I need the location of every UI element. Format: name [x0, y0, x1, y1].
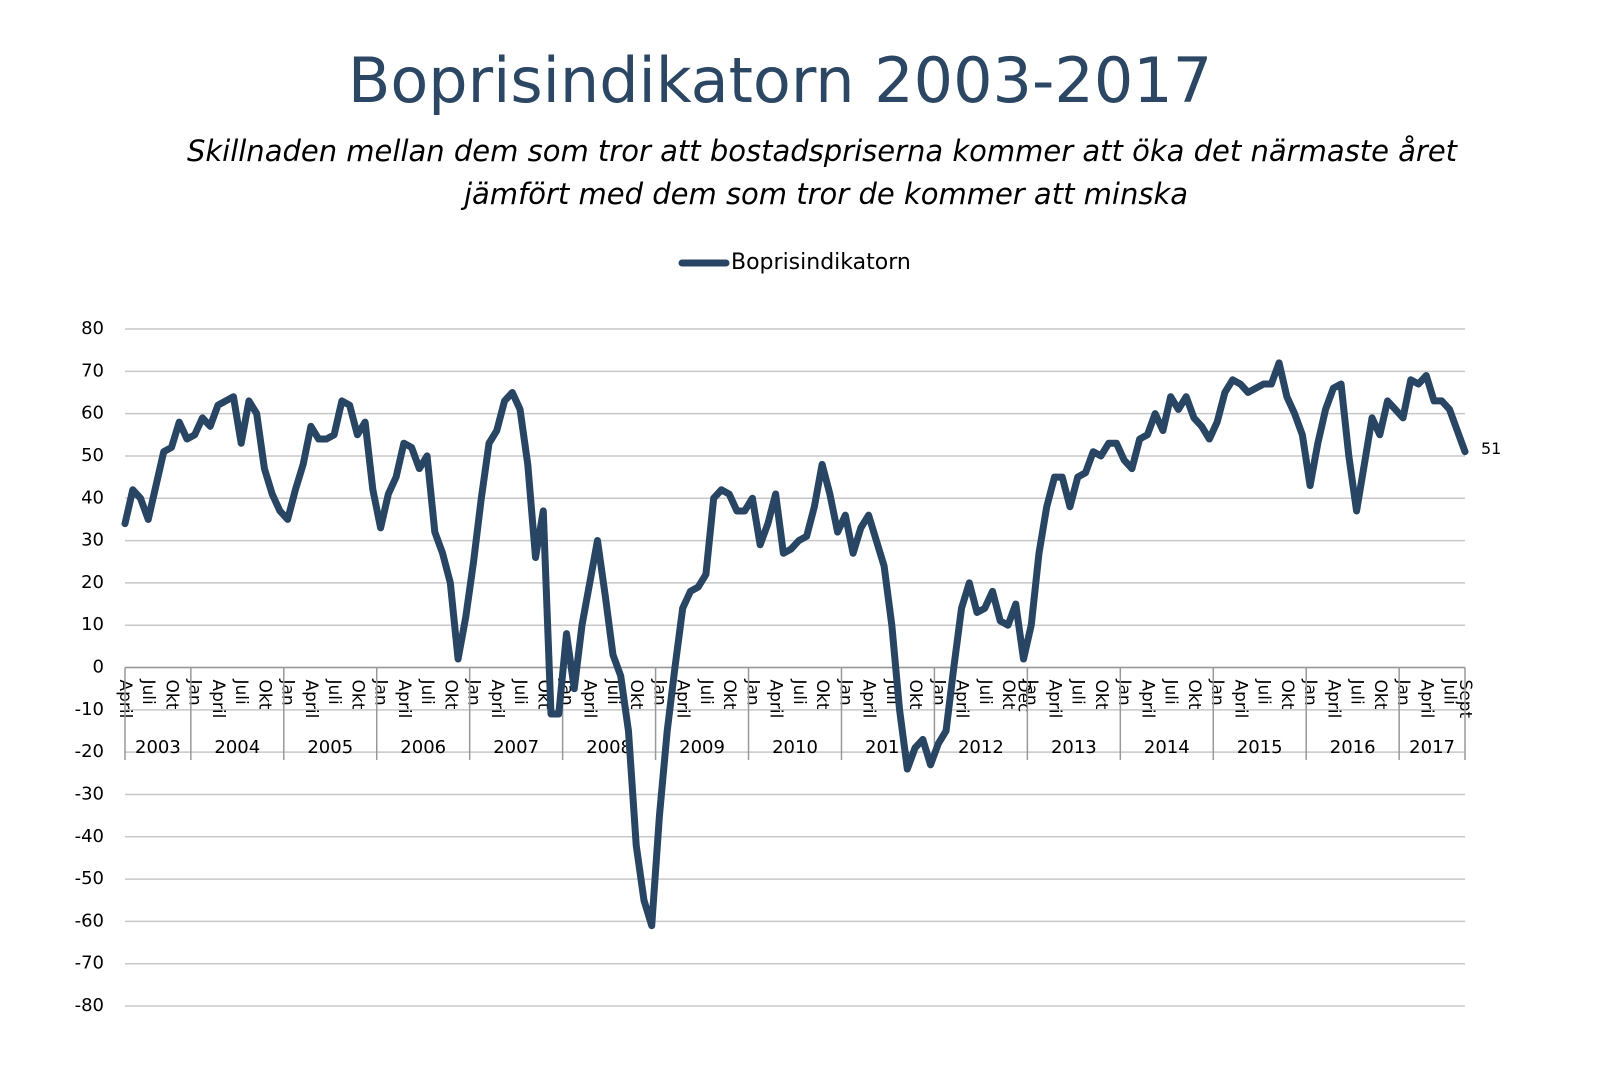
year-label: 2004: [214, 737, 260, 758]
x-tick-label: April: [673, 680, 693, 719]
x-tick-label: April: [1044, 680, 1064, 719]
y-tick-label: -50: [75, 868, 104, 889]
x-tick-label: Jan: [742, 679, 762, 706]
y-tick-label: 70: [81, 360, 104, 381]
x-tick-label: Jan: [278, 679, 298, 706]
x-tick-label: April: [487, 680, 507, 719]
x-tick-label: Juli: [1347, 679, 1367, 705]
year-label: 2003: [135, 737, 181, 758]
y-tick-label: 60: [81, 403, 104, 424]
x-tick-label: Juli: [975, 679, 995, 705]
x-tick-label: Juli: [789, 679, 809, 705]
x-tick-label: Okt: [719, 680, 739, 710]
data-line: [121, 359, 1469, 930]
x-tick-label: Jan: [1393, 679, 1413, 706]
x-tick-label: Juli: [1068, 679, 1088, 705]
year-label: 2009: [679, 737, 725, 758]
year-label: 2006: [400, 737, 446, 758]
y-tick-label: -60: [75, 910, 104, 931]
x-tick-label: Okt: [1184, 680, 1204, 710]
y-tick-label: -70: [75, 953, 104, 974]
year-label: 2007: [493, 737, 539, 758]
x-tick-label: Okt: [1091, 680, 1111, 710]
x-tick-label: Jan: [1207, 679, 1227, 706]
x-tick-label: Jan: [835, 679, 855, 706]
x-tick-label: Jan: [185, 679, 205, 706]
x-tick-label: Juli: [696, 679, 716, 705]
x-tick-label: April: [580, 680, 600, 719]
x-tick-label: Juli: [138, 679, 158, 705]
year-label: 2005: [307, 737, 353, 758]
year-label: 2017: [1409, 737, 1455, 758]
y-tick-label: 40: [81, 487, 104, 508]
x-tick-label: Okt: [905, 680, 925, 710]
x-tick-label: April: [1416, 680, 1436, 719]
y-tick-label: -80: [75, 995, 104, 1016]
x-tick-label: April: [952, 680, 972, 719]
x-tick-label: Juli: [1440, 679, 1460, 705]
x-tick-label: Okt: [347, 680, 367, 710]
year-label: 2014: [1144, 737, 1190, 758]
x-tick-label: Okt: [1370, 680, 1390, 710]
y-tick-label: -30: [75, 783, 104, 804]
x-tick-label: April: [301, 680, 321, 719]
legend-label: Boprisindikatorn: [731, 250, 911, 275]
x-tick-label: Jan: [371, 679, 391, 706]
x-tick-label: Juli: [231, 679, 251, 705]
x-tick-label: April: [766, 680, 786, 719]
x-tick-label: Okt: [254, 680, 274, 710]
year-label: 2010: [772, 737, 818, 758]
x-tick-label: Juli: [324, 679, 344, 705]
x-tick-label: Juli: [1254, 679, 1274, 705]
x-tick-label: Okt: [998, 680, 1018, 710]
x-tick-label: Dec: [1013, 680, 1033, 713]
x-tick-label: Juli: [510, 679, 530, 705]
year-label: 2008: [586, 737, 632, 758]
x-tick-label: April: [1230, 680, 1250, 719]
x-tick-label: April: [1323, 680, 1343, 719]
x-tick-label: Okt: [626, 680, 646, 710]
x-tick-label: Jan: [1300, 679, 1320, 706]
x-tick-label: Jan: [1021, 679, 1041, 706]
y-tick-label: 20: [81, 572, 104, 593]
year-label: 2013: [1051, 737, 1097, 758]
y-tick-label: 50: [81, 445, 104, 466]
y-tick-label: 0: [93, 657, 104, 678]
x-tick-label: April: [859, 680, 879, 719]
x-tick-label: April: [1137, 680, 1157, 719]
end-value-label: 51: [1481, 439, 1501, 458]
chart-subtitle: jämfört med dem som tror de kommer att m…: [460, 177, 1188, 211]
x-tick-label: Jan: [928, 679, 948, 706]
year-label: 2016: [1330, 737, 1376, 758]
y-tick-label: 80: [81, 318, 104, 339]
chart-title: Boprisindikatorn 2003-2017: [348, 44, 1212, 117]
x-tick-label: Okt: [1277, 680, 1297, 710]
chart-subtitle: Skillnaden mellan dem som tror att bosta…: [187, 134, 1459, 168]
y-tick-label: -10: [75, 699, 104, 720]
year-label: 2011: [865, 737, 911, 758]
x-tick-label: Juli: [1161, 679, 1181, 705]
year-label: 2015: [1237, 737, 1283, 758]
year-label: 2012: [958, 737, 1004, 758]
x-tick-label: Okt: [440, 680, 460, 710]
x-tick-label: Jan: [1114, 679, 1134, 706]
x-tick-label: Jan: [464, 679, 484, 706]
y-tick-label: 10: [81, 614, 104, 635]
x-tick-label: Jan: [649, 679, 669, 706]
y-tick-label: -40: [75, 826, 104, 847]
x-tick-label: Juli: [417, 679, 437, 705]
y-tick-label: 30: [81, 530, 104, 551]
y-tick-label: -20: [75, 741, 104, 762]
x-tick-label: April: [208, 680, 228, 719]
x-tick-label: Okt: [812, 680, 832, 710]
x-tick-label: April: [394, 680, 414, 719]
x-tick-label: Juli: [603, 679, 623, 705]
x-tick-label: Okt: [161, 680, 181, 710]
